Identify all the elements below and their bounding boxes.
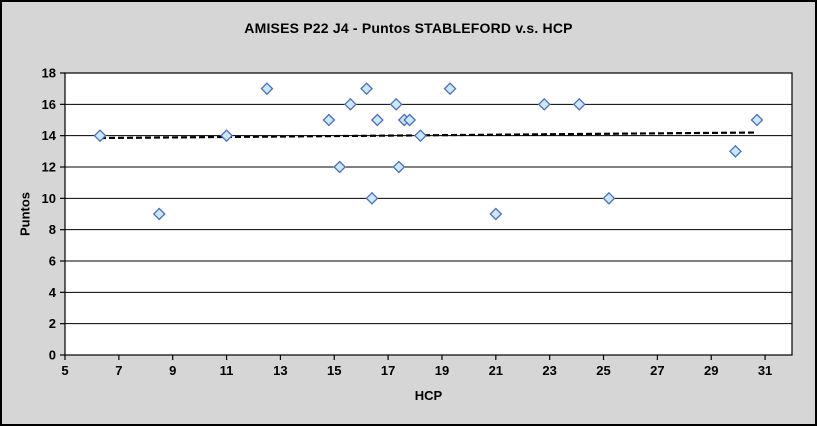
x-tick-label: 17: [381, 363, 395, 378]
data-point-marker: [602, 191, 616, 205]
y-axis-title: Puntos: [17, 191, 33, 237]
y-tick-label: 8: [49, 222, 56, 237]
data-point-marker: [152, 207, 166, 221]
data-point-marker: [365, 191, 379, 205]
data-point-marker: [220, 129, 233, 143]
data-point-marker: [750, 113, 764, 127]
chart-title: AMISES P22 J4 - Puntos STABLEFORD v.s. H…: [244, 20, 573, 36]
y-tick-label: 16: [42, 97, 56, 112]
data-point-marker: [572, 97, 586, 111]
plot-area: [65, 73, 792, 355]
y-tick-label: 10: [42, 191, 56, 206]
x-tick-label: 27: [650, 363, 664, 378]
x-tick-label: 9: [169, 363, 176, 378]
data-point-marker: [537, 97, 551, 111]
data-point-marker: [392, 160, 406, 174]
y-tick-label: 4: [49, 285, 57, 300]
data-point-marker: [333, 160, 347, 174]
plot-border: [64, 72, 793, 356]
data-point-marker: [370, 113, 384, 127]
x-tick-label: 25: [596, 363, 610, 378]
x-tick-label: 7: [115, 363, 122, 378]
data-point-marker: [729, 144, 742, 158]
data-point-marker: [343, 97, 357, 111]
trendline-dashed: [99, 131, 758, 140]
x-tick-label: 13: [273, 363, 287, 378]
x-tick-label: 11: [220, 363, 234, 378]
y-tick-label: 2: [49, 316, 56, 331]
x-tick-label: 15: [327, 363, 341, 378]
data-point-marker: [443, 82, 457, 96]
data-point-marker: [260, 82, 274, 96]
y-tick-label: 18: [42, 66, 56, 81]
x-tick-label: 21: [489, 363, 503, 378]
data-point-marker: [489, 207, 503, 221]
y-tick-label: 12: [42, 160, 56, 175]
data-point-marker: [389, 97, 403, 111]
data-point-marker: [360, 82, 373, 96]
x-tick-label: 29: [704, 363, 718, 378]
y-tick-label: 0: [49, 348, 56, 363]
data-point-marker: [403, 113, 417, 127]
x-axis-title: HCP: [414, 388, 443, 403]
x-tick-label: 23: [542, 363, 556, 378]
y-tick-label: 6: [49, 254, 56, 269]
data-point-marker: [414, 129, 427, 143]
data-point-marker: [93, 129, 107, 143]
x-tick-label: 5: [61, 363, 68, 378]
y-tick-label: 14: [42, 128, 57, 143]
x-tick-label: 31: [758, 363, 772, 378]
x-tick-label: 19: [435, 363, 449, 378]
data-point-marker: [322, 113, 336, 127]
